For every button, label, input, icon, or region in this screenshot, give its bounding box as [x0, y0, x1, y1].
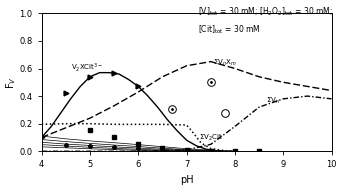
Text: [V]$_{\mathrm{tot}}$ = 30 mM; [H$_2$O$_2$]$_{\mathrm{tot}}$ = 30 mM;
[Cit]$_{\ma: [V]$_{\mathrm{tot}}$ = 30 mM; [H$_2$O$_2… [198, 6, 333, 36]
Y-axis label: F$_V$: F$_V$ [4, 76, 18, 89]
Text: $\Sigma$V$_2$Cit: $\Sigma$V$_2$Cit [199, 133, 223, 143]
Text: $\Sigma$V$_n$: $\Sigma$V$_n$ [266, 96, 280, 106]
Text: $\Sigma$V$_n$X$_m$: $\Sigma$V$_n$X$_m$ [213, 57, 237, 67]
X-axis label: pH: pH [180, 175, 193, 185]
Text: V$_2$XCit$^{3-}$: V$_2$XCit$^{3-}$ [71, 61, 103, 74]
